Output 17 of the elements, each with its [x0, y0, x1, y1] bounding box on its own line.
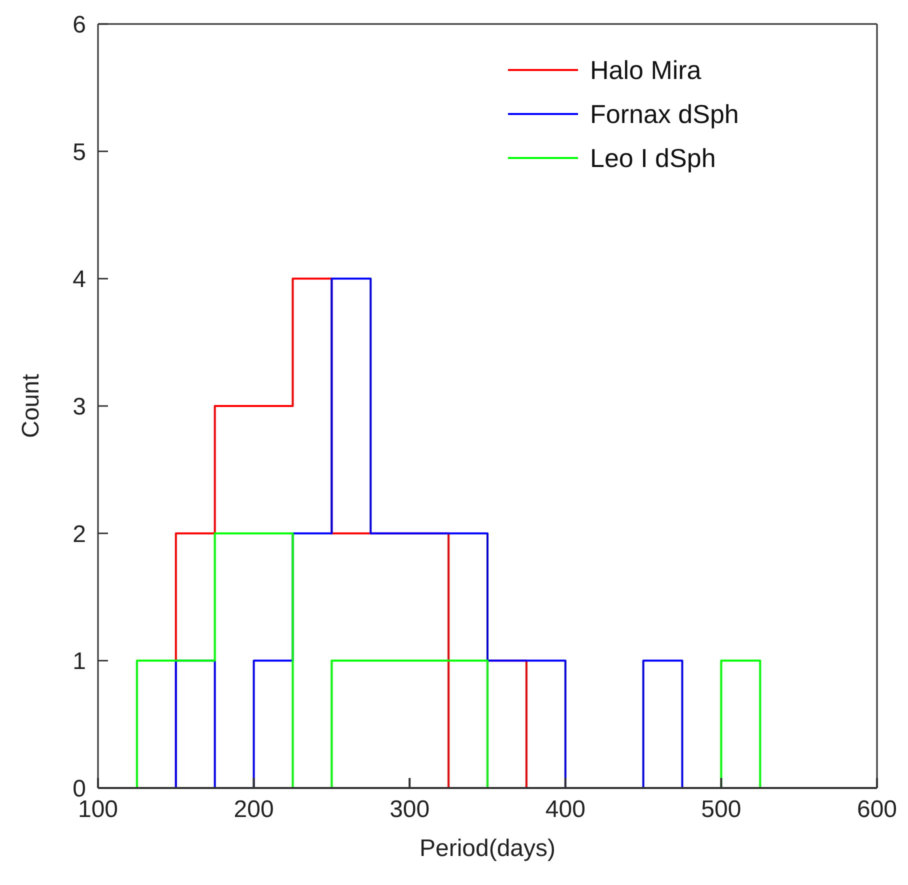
y-tick-label: 5	[72, 138, 86, 166]
x-tick-label: 400	[545, 796, 586, 824]
y-tick-label: 2	[72, 520, 86, 548]
x-tick-label: 100	[78, 796, 118, 824]
x-tick-label: 500	[701, 796, 742, 824]
y-tick-label: 4	[72, 266, 86, 294]
legend-label: Fornax dSph	[590, 98, 739, 130]
legend-label: Leo I dSph	[590, 142, 716, 174]
y-tick-label: 1	[72, 648, 86, 676]
legend-label: Halo Mira	[590, 54, 702, 86]
x-axis-title: Period(days)	[419, 835, 556, 862]
x-tick-label: 200	[234, 796, 274, 824]
x-tick-label: 600	[856, 796, 898, 824]
y-tick-label: 6	[72, 12, 86, 39]
y-tick-label: 3	[72, 394, 86, 421]
y-axis-title: Count	[18, 374, 45, 438]
x-tick-label: 300	[390, 796, 430, 824]
